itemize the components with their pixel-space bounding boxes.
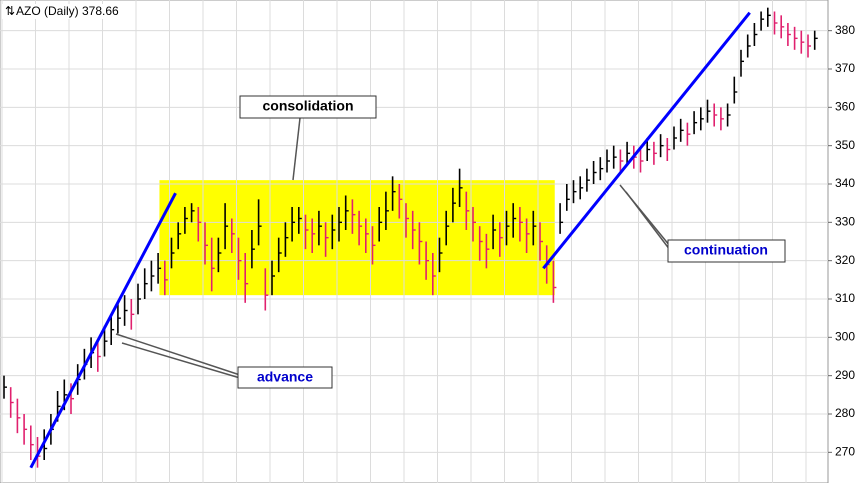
callout-text: consolidation (263, 98, 354, 114)
trend-line (542, 11, 751, 270)
y-tick-label: 290 (835, 368, 855, 382)
callouts: consolidation advance continuation (115, 95, 786, 389)
y-tick-label: 340 (835, 176, 855, 190)
grid-layer (0, 0, 832, 483)
callout-text: advance (257, 369, 313, 385)
callout-box (239, 95, 377, 119)
callout-text: continuation (684, 242, 768, 258)
title-bg (2, 4, 130, 19)
y-tick-label: 300 (835, 330, 855, 344)
callout-box (237, 366, 333, 389)
leader-line (115, 333, 241, 376)
y-tick-label: 310 (835, 291, 855, 305)
callout-box (667, 239, 786, 263)
title-icon: ⇅ (5, 4, 15, 18)
y-tick-label: 360 (835, 100, 855, 114)
y-tick-label: 280 (835, 406, 855, 420)
leader-line (625, 191, 671, 251)
y-tick-label: 370 (835, 61, 855, 75)
leader-line (121, 342, 241, 379)
chart-title: AZO (Daily) 378.66 (16, 4, 119, 18)
y-tick-label: 320 (835, 253, 855, 267)
y-tick-label: 270 (835, 445, 855, 459)
trend-line (29, 192, 177, 469)
y-tick-label: 330 (835, 215, 855, 229)
leader-line (292, 117, 301, 181)
annotation-layer (29, 11, 751, 469)
y-tick-label: 380 (835, 23, 855, 37)
y-tick-label: 350 (835, 138, 855, 152)
